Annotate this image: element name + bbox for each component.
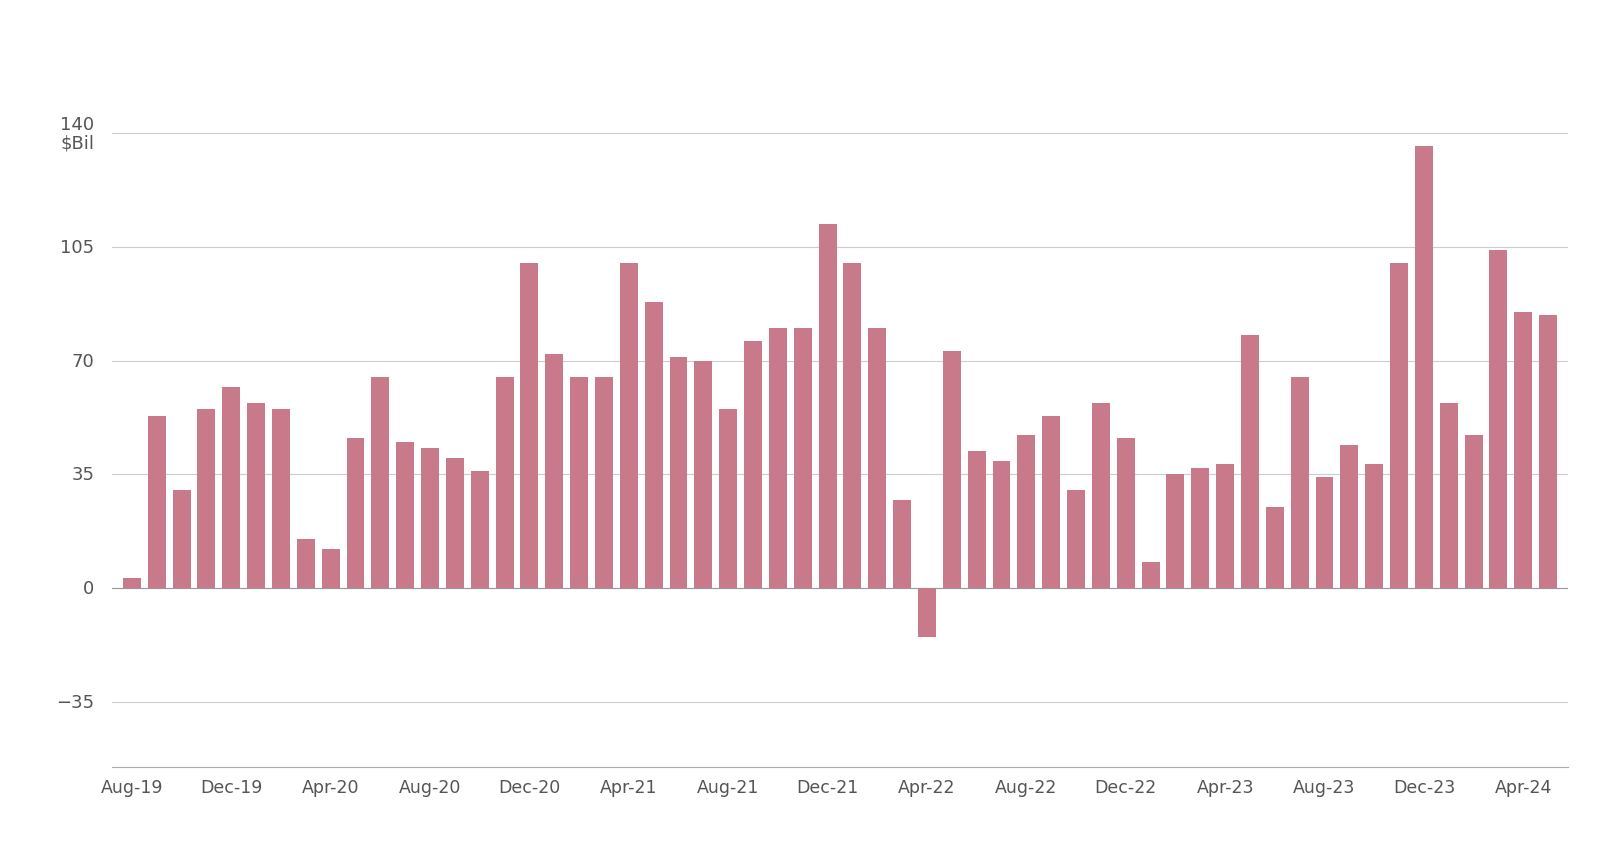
Text: 140: 140 <box>61 116 94 134</box>
Bar <box>694 361 712 588</box>
Bar <box>942 351 960 588</box>
Text: 105: 105 <box>61 239 94 256</box>
Bar <box>496 377 514 588</box>
Bar <box>619 264 638 588</box>
Bar <box>1341 446 1358 588</box>
Bar <box>246 403 266 588</box>
Bar <box>645 302 662 588</box>
Bar <box>1266 507 1283 588</box>
Text: 70: 70 <box>72 352 94 370</box>
Bar <box>1142 562 1160 588</box>
Bar <box>147 417 166 588</box>
Bar <box>1365 465 1382 588</box>
Bar <box>1291 377 1309 588</box>
Bar <box>1539 315 1557 588</box>
Bar <box>546 354 563 588</box>
Bar <box>1490 250 1507 588</box>
Bar <box>968 452 986 588</box>
Bar <box>272 410 290 588</box>
Bar <box>1514 313 1533 588</box>
Bar <box>298 539 315 588</box>
Bar <box>1117 439 1134 588</box>
Bar <box>1242 335 1259 588</box>
Bar <box>222 387 240 588</box>
Bar <box>744 342 762 588</box>
Bar <box>1018 435 1035 588</box>
Bar <box>197 410 216 588</box>
Text: 35: 35 <box>72 466 94 484</box>
Text: $Bil: $Bil <box>61 134 94 152</box>
Bar <box>770 329 787 588</box>
Bar <box>918 588 936 637</box>
Bar <box>595 377 613 588</box>
Bar <box>819 225 837 588</box>
Bar <box>1414 147 1434 588</box>
Bar <box>347 439 365 588</box>
Bar <box>1315 478 1333 588</box>
Bar <box>1091 403 1110 588</box>
Bar <box>397 442 414 588</box>
Bar <box>1216 465 1234 588</box>
Bar <box>720 410 738 588</box>
Bar <box>893 501 910 588</box>
Bar <box>1440 403 1458 588</box>
Bar <box>446 458 464 588</box>
Bar <box>123 579 141 588</box>
Bar <box>992 462 1011 588</box>
Bar <box>1067 491 1085 588</box>
Bar <box>869 329 886 588</box>
Bar <box>1166 475 1184 588</box>
Bar <box>570 377 589 588</box>
Bar <box>1390 264 1408 588</box>
Bar <box>371 377 389 588</box>
Bar <box>1192 469 1210 588</box>
Bar <box>843 264 861 588</box>
Bar <box>470 471 488 588</box>
Bar <box>669 358 688 588</box>
Bar <box>421 449 438 588</box>
Bar <box>1464 435 1483 588</box>
Bar <box>322 550 339 588</box>
Bar <box>173 491 190 588</box>
Bar <box>1042 417 1061 588</box>
Text: 0: 0 <box>83 579 94 597</box>
Bar <box>794 329 811 588</box>
Bar <box>520 264 538 588</box>
Text: −35: −35 <box>56 693 94 711</box>
